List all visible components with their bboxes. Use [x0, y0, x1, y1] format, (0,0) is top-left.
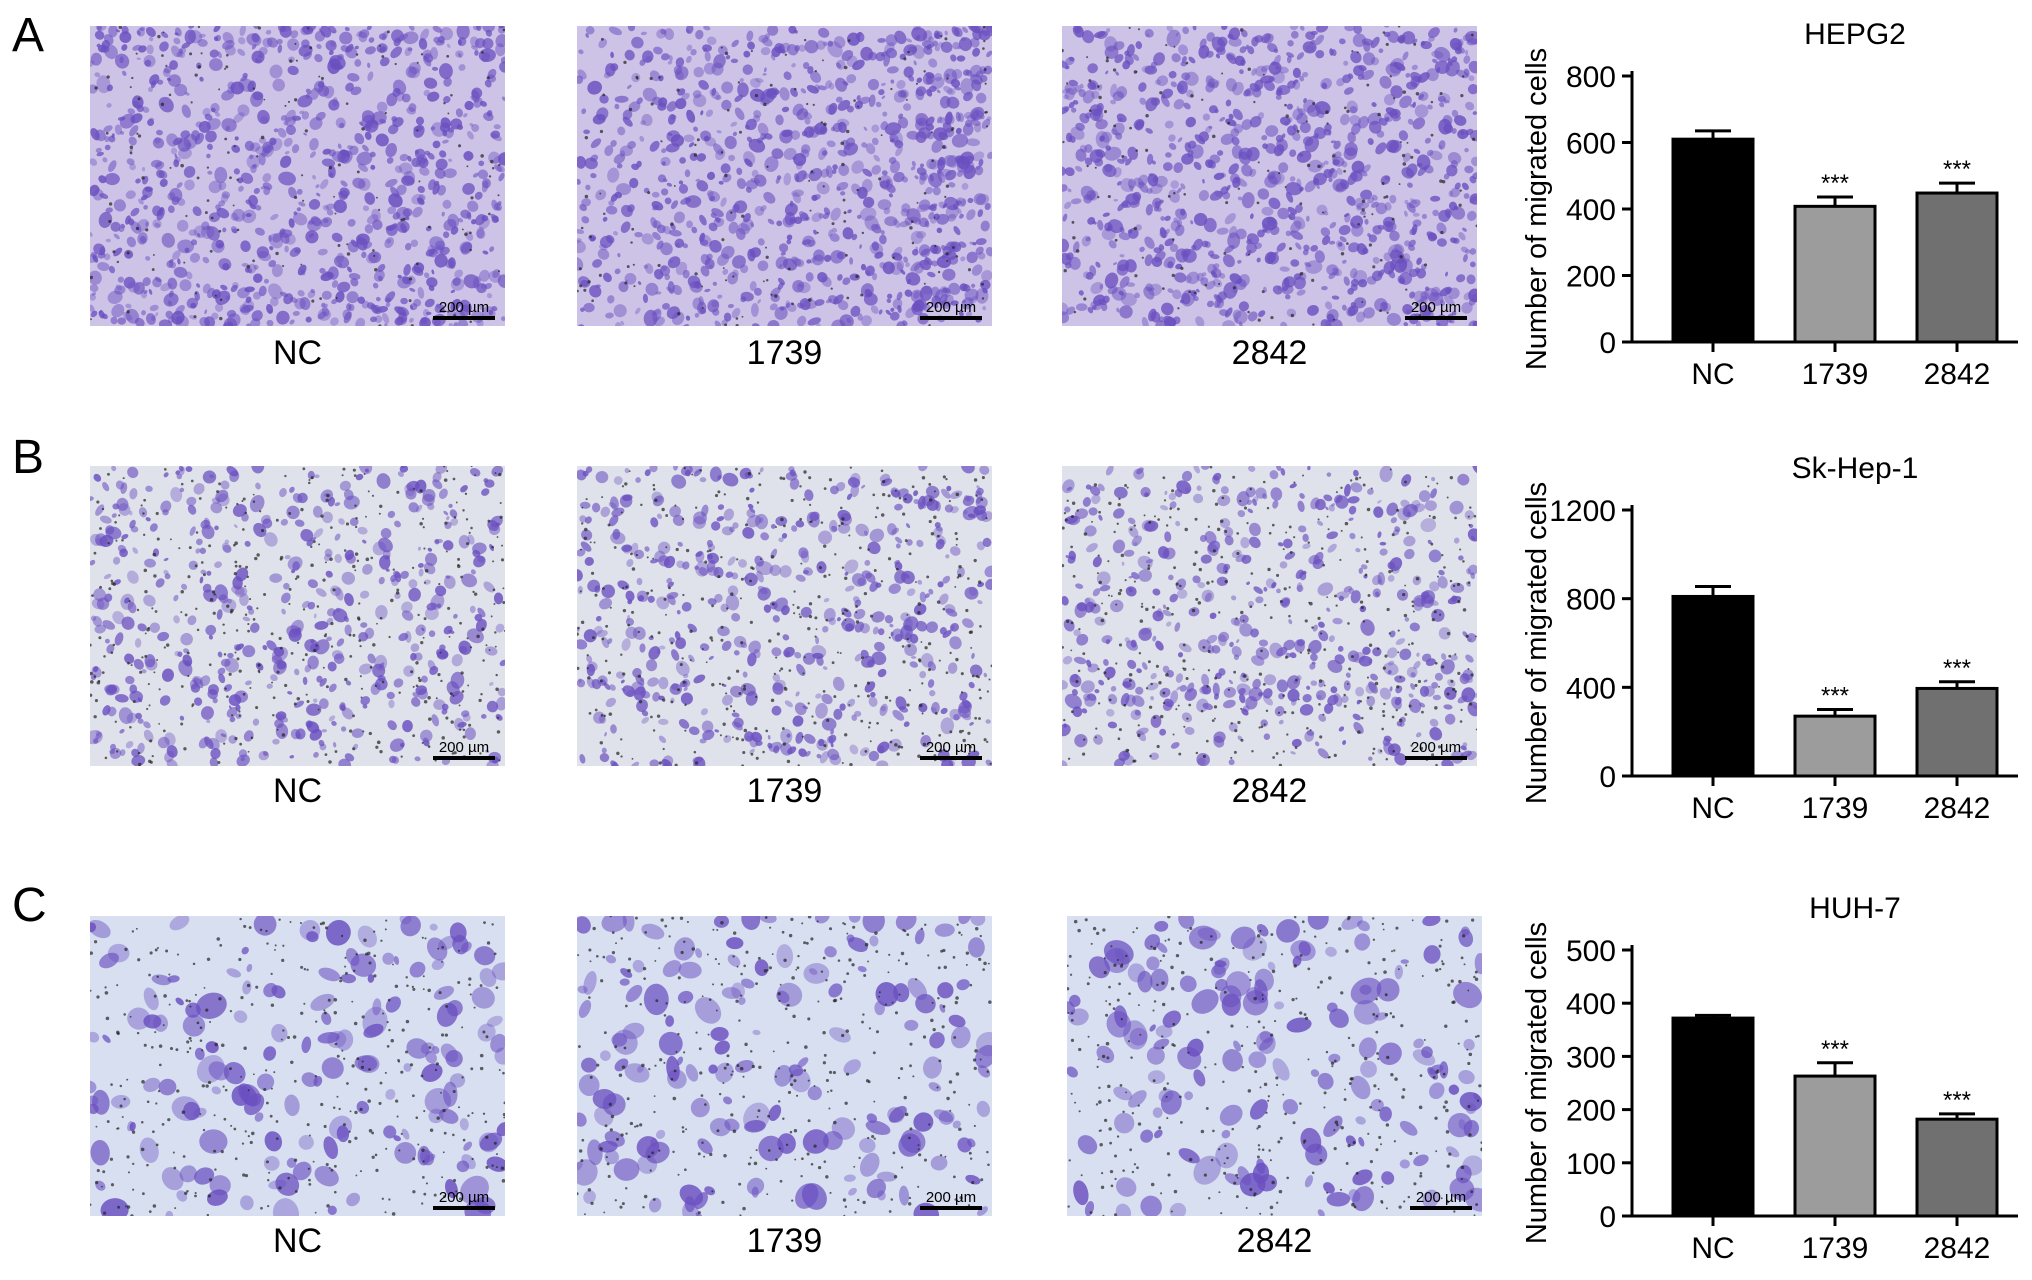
image-label-b-nc: NC: [90, 772, 505, 811]
bar: [1795, 1076, 1875, 1216]
micrograph-texture: [1062, 26, 1477, 326]
image-label-b-1739: 1739: [577, 772, 992, 811]
significance-label: ***: [1943, 655, 1971, 682]
micrograph-texture: [90, 466, 505, 766]
chart-title: HEPG2: [1804, 18, 1906, 51]
y-tick-label: 100: [1566, 1148, 1616, 1181]
significance-label: ***: [1943, 1087, 1971, 1114]
y-tick-label: 800: [1566, 584, 1616, 617]
micrograph-texture: [90, 916, 505, 1216]
y-tick-label: 200: [1566, 1095, 1616, 1128]
significance-label: ***: [1821, 170, 1849, 197]
x-tick-label: 2842: [1924, 792, 1991, 825]
y-tick-label: 0: [1599, 327, 1616, 360]
y-tick-label: 1200: [1549, 495, 1616, 528]
image-label-b-2842: 2842: [1062, 772, 1477, 811]
x-tick-label: 2842: [1924, 358, 1991, 391]
y-axis-label: Number of migrated cells: [1521, 922, 1553, 1244]
scale-bar: 200 µm: [920, 740, 982, 760]
scale-bar: 200 µm: [433, 1190, 495, 1210]
panel-letter-a: A: [12, 8, 44, 63]
x-tick-label: 1739: [1802, 1232, 1869, 1265]
image-label-a-1739: 1739: [577, 334, 992, 373]
micrograph-texture: [577, 916, 992, 1216]
x-tick-label: NC: [1691, 358, 1734, 391]
x-tick-label: 1739: [1802, 358, 1869, 391]
panel-letter-b: B: [12, 430, 44, 485]
y-tick-label: 400: [1566, 988, 1616, 1021]
bar: [1917, 1119, 1997, 1216]
bar: [1673, 1018, 1753, 1216]
image-label-c-2842: 2842: [1067, 1222, 1482, 1261]
micrograph-texture: [1067, 916, 1482, 1216]
y-axis-label: Number of migrated cells: [1521, 482, 1553, 804]
image-label-a-2842: 2842: [1062, 334, 1477, 373]
scale-bar: 200 µm: [1410, 1190, 1472, 1210]
y-tick-label: 0: [1599, 1201, 1616, 1234]
scale-bar: 200 µm: [1405, 300, 1467, 320]
y-tick-label: 200: [1566, 261, 1616, 294]
y-tick-label: 400: [1566, 194, 1616, 227]
image-label-c-1739: 1739: [577, 1222, 992, 1261]
y-tick-label: 600: [1566, 128, 1616, 161]
micrograph-c-nc: 200 µm: [90, 916, 505, 1216]
chart-title: HUH-7: [1809, 892, 1901, 925]
x-tick-label: NC: [1691, 792, 1734, 825]
micrograph-a-nc: 200 µm: [90, 26, 505, 326]
significance-label: ***: [1943, 156, 1971, 183]
chart-title: Sk-Hep-1: [1792, 452, 1919, 485]
bar-chart-huh-7: HUH-7 Number of migrated cells 0 100 200 300 4…: [1510, 880, 2032, 1280]
micrograph-texture: [577, 466, 992, 766]
significance-label: ***: [1821, 683, 1849, 710]
micrograph-texture: [90, 26, 505, 326]
y-tick-label: 400: [1566, 672, 1616, 705]
micrograph-c-2842: 200 µm: [1067, 916, 1482, 1216]
bar-chart-hepg2: HEPG2 Number of migrated cells 0 200 400 600 8…: [1510, 6, 2032, 406]
y-tick-label: 300: [1566, 1041, 1616, 1074]
y-tick-label: 500: [1566, 935, 1616, 968]
micrograph-b-2842: 200 µm: [1062, 466, 1477, 766]
scale-bar: 200 µm: [1405, 740, 1467, 760]
panel-letter-c: C: [12, 878, 47, 933]
image-label-c-nc: NC: [90, 1222, 505, 1261]
y-axis-label: Number of migrated cells: [1521, 48, 1553, 370]
bar: [1673, 139, 1753, 342]
micrograph-b-nc: 200 µm: [90, 466, 505, 766]
y-tick-label: 0: [1599, 761, 1616, 794]
scale-bar: 200 µm: [920, 300, 982, 320]
bar: [1917, 688, 1997, 776]
bar-chart-sk-hep-1: Sk-Hep-1 Number of migrated cells 0 400 800 1…: [1510, 440, 2032, 840]
y-tick-label: 800: [1566, 61, 1616, 94]
bar: [1917, 193, 1997, 342]
micrograph-texture: [1062, 466, 1477, 766]
micrograph-a-1739: 200 µm: [577, 26, 992, 326]
micrograph-c-1739: 200 µm: [577, 916, 992, 1216]
micrograph-b-1739: 200 µm: [577, 466, 992, 766]
x-tick-label: 1739: [1802, 792, 1869, 825]
scale-bar: 200 µm: [433, 740, 495, 760]
x-tick-label: NC: [1691, 1232, 1734, 1265]
image-label-a-nc: NC: [90, 334, 505, 373]
micrograph-texture: [577, 26, 992, 326]
bar: [1673, 596, 1753, 776]
scale-bar: 200 µm: [920, 1190, 982, 1210]
bar: [1795, 716, 1875, 776]
bar: [1795, 206, 1875, 342]
x-tick-label: 2842: [1924, 1232, 1991, 1265]
significance-label: ***: [1821, 1036, 1849, 1063]
scale-bar: 200 µm: [433, 300, 495, 320]
micrograph-a-2842: 200 µm: [1062, 26, 1477, 326]
